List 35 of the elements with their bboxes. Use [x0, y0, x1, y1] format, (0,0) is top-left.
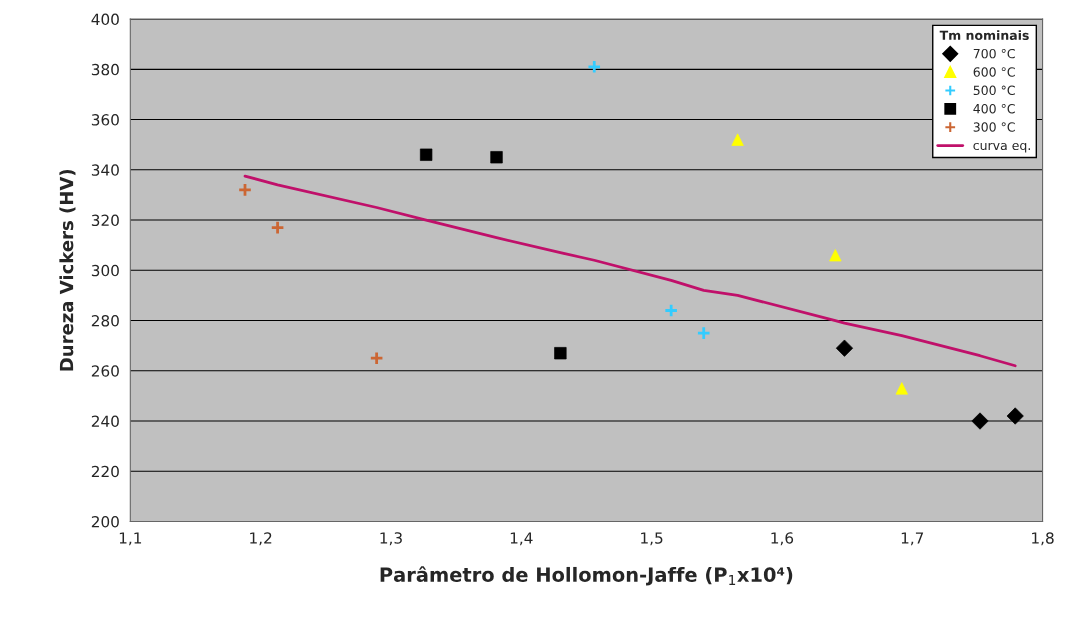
point	[587, 59, 602, 75]
legend-label: 600 °C	[973, 67, 1015, 77]
x-tick-label: 1,6	[771, 532, 794, 546]
point	[663, 303, 679, 318]
x-tick-label: 1,5	[641, 532, 663, 546]
x-tick-label: 1,2	[250, 532, 272, 546]
legend-label: 700 °C	[973, 48, 1015, 59]
y-tick-label: 220	[91, 465, 119, 478]
y-tick-label: 240	[91, 415, 119, 428]
y-tick-label: 380	[91, 63, 119, 76]
legend-title: Tm nominais	[939, 30, 1029, 41]
legend-label: 300 °C	[973, 122, 1015, 132]
point	[696, 325, 711, 341]
x-tick-label: 1,4	[510, 532, 533, 546]
y-axis-title: Dureza Vickers (HV)	[59, 169, 76, 371]
y-tick-label: 300	[91, 264, 119, 277]
x-tick-label: 1,1	[119, 532, 142, 546]
x-tick-label: 1,3	[380, 532, 402, 546]
y-tick-label: 340	[91, 164, 119, 176]
y-tick-label: 260	[91, 365, 119, 377]
line-series	[243, 174, 1017, 368]
y-tick-label: 360	[91, 114, 119, 126]
x-tick-label: 1,8	[1032, 532, 1054, 546]
legend-label: 500 °C	[973, 85, 1015, 96]
x-axis-title: Parâmetro de Hollomon-Jaffe (P$_{1}$x10⁴)	[380, 566, 793, 586]
point	[270, 220, 285, 235]
point	[237, 182, 253, 198]
legend-label: 400 °C	[973, 103, 1015, 114]
legend-label: curva eq.	[973, 142, 1030, 153]
y-tick-label: 400	[91, 13, 119, 26]
x-tick-label: 1,7	[901, 532, 924, 546]
y-tick-label: 320	[91, 214, 119, 227]
y-tick-label: 200	[91, 515, 119, 528]
y-tick-label: 280	[91, 315, 119, 327]
point	[369, 351, 384, 366]
